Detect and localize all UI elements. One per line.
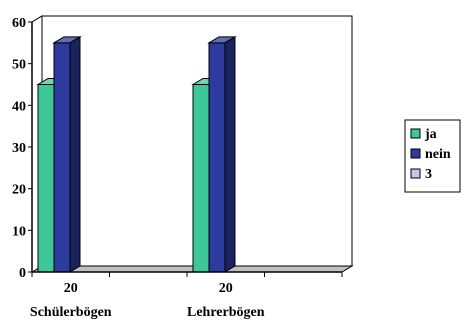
- bar-nein-1: [207, 35, 237, 273]
- legend-swatch: [410, 128, 421, 139]
- y-tick-label: 10: [12, 224, 26, 239]
- bars: [36, 35, 237, 273]
- legend-swatch: [410, 168, 421, 179]
- y-tick-label: 60: [12, 16, 26, 31]
- y-tick-label: 20: [12, 183, 26, 198]
- y-tick-label: 0: [19, 266, 26, 281]
- bar-nein-0: [52, 35, 82, 273]
- legend-label: 3: [425, 167, 432, 182]
- legend: ja nein 3: [404, 119, 461, 193]
- x-tick-label-top: 20: [64, 281, 78, 296]
- legend-label: nein: [425, 147, 451, 162]
- legend-swatch: [410, 148, 421, 159]
- x-tick-label-top: 20: [219, 281, 233, 296]
- x-axis: 20 Schülerbögen 20 Lehrerbögen: [30, 271, 343, 320]
- plot-floor: [30, 265, 354, 273]
- x-category-label: Lehrerbögen: [187, 305, 265, 320]
- legend-label: ja: [424, 127, 437, 142]
- y-tick-label: 50: [12, 58, 26, 73]
- y-tick-label: 40: [12, 99, 26, 114]
- x-category-label: Schülerbögen: [30, 305, 112, 320]
- y-tick-label: 30: [12, 141, 26, 156]
- y-axis: 0 10 20 30 40 50 60: [12, 16, 33, 281]
